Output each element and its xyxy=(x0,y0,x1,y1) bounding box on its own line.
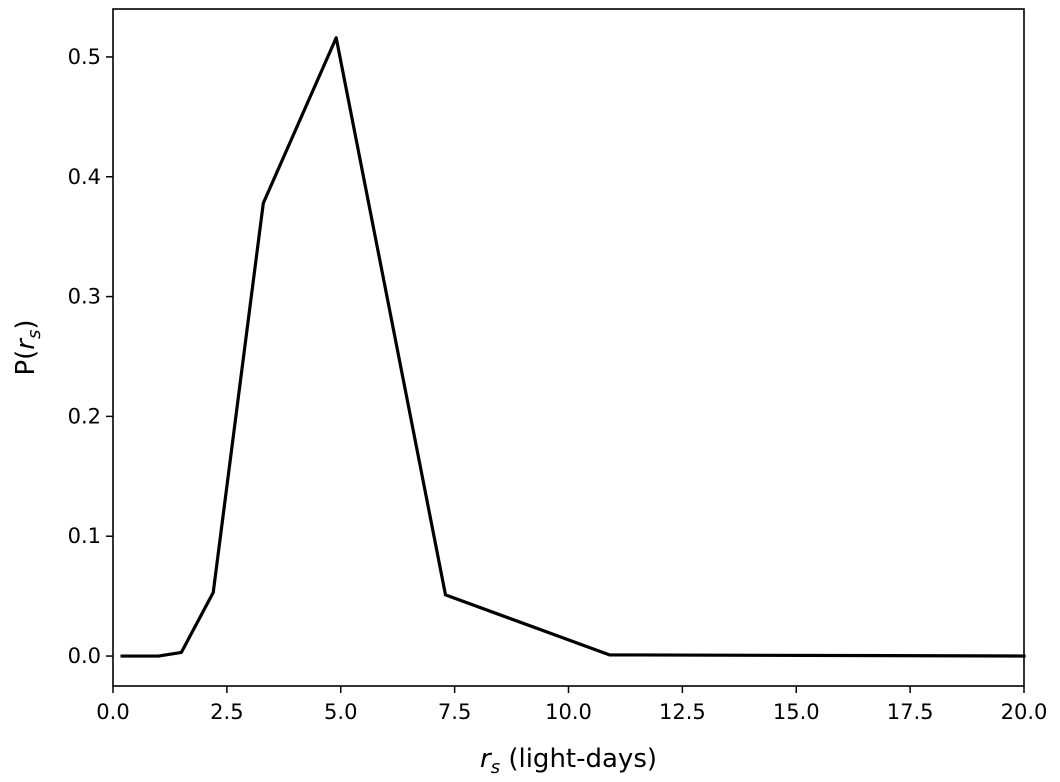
y-axis-label-suffix: ) xyxy=(11,319,41,329)
x-axis-label-symbol: r xyxy=(480,744,493,774)
x-tick-label: 5.0 xyxy=(324,700,357,724)
series-line xyxy=(120,36,1026,658)
x-tick-label: 10.0 xyxy=(545,700,592,724)
y-axis-label: P(rs) xyxy=(11,319,45,375)
y-tick-label: 0.5 xyxy=(68,45,101,69)
y-tick-label: 0.0 xyxy=(68,644,101,668)
x-tick-label: 15.0 xyxy=(773,700,820,724)
y-axis-label-prefix: P( xyxy=(11,350,41,376)
x-tick-label: 2.5 xyxy=(210,700,243,724)
y-tick-label: 0.3 xyxy=(68,285,101,309)
x-tick-label: 20.0 xyxy=(1001,700,1048,724)
y-axis-label-symbol: r xyxy=(11,337,41,350)
y-tick-label: 0.4 xyxy=(68,165,101,189)
y-tick-label: 0.2 xyxy=(68,404,101,428)
x-axis-label: rs (light-days) xyxy=(480,744,657,778)
x-axis-label-subscript: s xyxy=(491,757,500,778)
y-axis: 0.0 0.1 0.2 0.3 0.4 0.5 xyxy=(68,45,113,668)
x-tick-label: 17.5 xyxy=(887,700,934,724)
plot-layer xyxy=(120,36,1026,658)
y-tick-label: 0.1 xyxy=(68,524,101,548)
x-tick-label: 12.5 xyxy=(659,700,706,724)
x-axis-label-text: (light-days) xyxy=(500,744,657,774)
y-axis-label-subscript: s xyxy=(24,330,45,339)
x-tick-label: 0.0 xyxy=(96,700,129,724)
x-tick-label: 7.5 xyxy=(438,700,471,724)
x-axis: 0.0 2.5 5.0 7.5 10.0 12.5 15.0 17.5 20.0 xyxy=(96,686,1047,724)
